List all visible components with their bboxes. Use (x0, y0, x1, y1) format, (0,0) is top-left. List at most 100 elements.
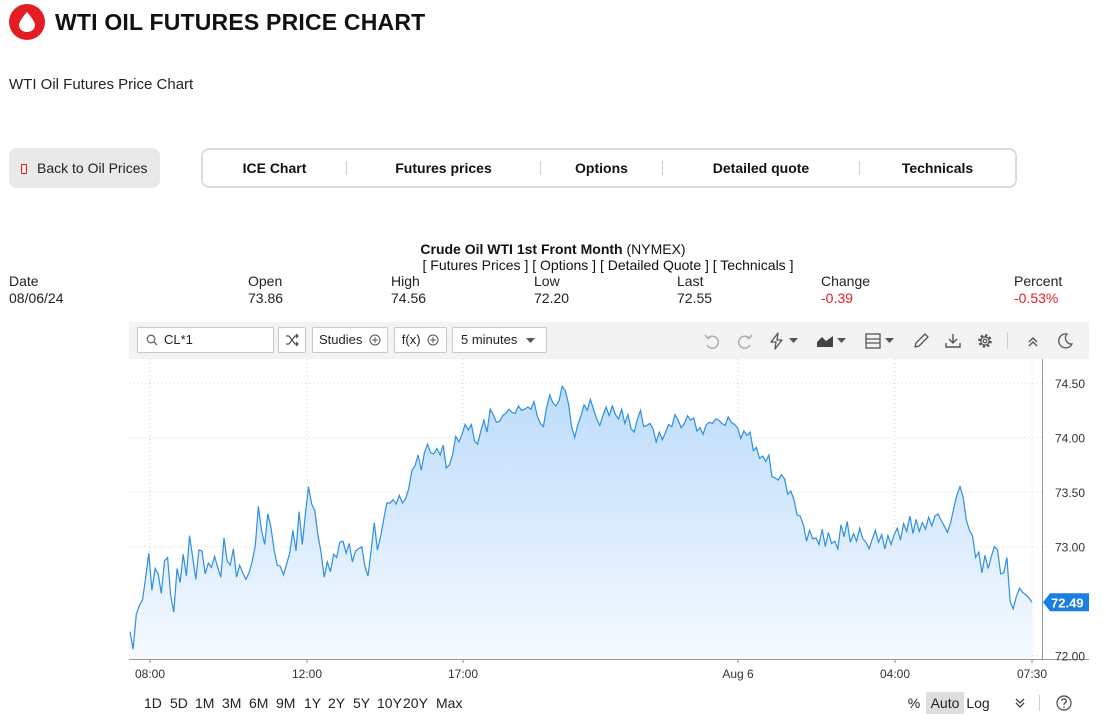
link-technicals[interactable]: [ Technicals ] (712, 257, 794, 273)
tab-divider (540, 161, 541, 175)
x-tick-label: 04:00 (880, 667, 910, 681)
pencil-icon[interactable] (911, 331, 931, 351)
link-futures-prices[interactable]: [ Futures Prices ] (422, 257, 529, 273)
quote-open-label: Open (248, 273, 283, 289)
link-options[interactable]: [ Options ] (532, 257, 597, 273)
quote-date-value: 08/06/24 (9, 290, 64, 306)
function-button[interactable]: f(x) (394, 327, 447, 353)
range-1y-button[interactable]: 1Y (304, 695, 322, 711)
range-5d-button[interactable]: 5D (170, 695, 188, 711)
search-icon (146, 334, 158, 346)
y-tick-label: 74.50 (1055, 377, 1085, 391)
tab-options[interactable]: Options (575, 160, 628, 176)
interval-select[interactable]: 5 minutes (452, 327, 547, 353)
x-tick-label: 08:00 (135, 667, 165, 681)
quote-percent: Percent -0.53% (1014, 273, 1062, 306)
area-chart-icon[interactable] (815, 331, 835, 351)
price-chart[interactable]: 74.50 74.00 73.50 73.00 72.00 08:00 12:00 17:00… (129, 359, 1089, 690)
range-divider (1039, 695, 1040, 711)
log-scale-toggle[interactable]: Log (966, 695, 990, 711)
shuffle-icon (286, 333, 299, 347)
range-3y-button[interactable]: 5Y (353, 695, 371, 711)
plus-circle-icon (427, 334, 439, 346)
chart-toolbar: CL*1 Studies f(x) 5 minutes (129, 322, 1089, 359)
studies-button[interactable]: Studies (312, 327, 388, 353)
range-20y-button[interactable]: Max (436, 695, 463, 711)
function-label: f(x) (401, 332, 421, 347)
quote-change-value: -0.39 (821, 290, 853, 306)
compare-button[interactable] (278, 327, 306, 353)
range-5y-button[interactable]: 10Y (377, 695, 402, 711)
range-3m-button[interactable]: 3M (222, 695, 242, 711)
toolbar-divider (1007, 332, 1008, 349)
quote-low-value: 72.20 (534, 290, 570, 306)
quote-high: High 74.56 (391, 273, 426, 306)
download-icon[interactable] (943, 331, 963, 351)
price-area (130, 386, 1032, 659)
instrument-exchange: (NYMEX) (626, 241, 686, 257)
quote-high-value: 74.56 (391, 290, 427, 306)
y-tick-label: 74.00 (1055, 432, 1085, 446)
instrument-links: [ Futures Prices ] [ Options ] [ Detaile… (0, 257, 1106, 273)
redo-icon[interactable] (735, 331, 755, 351)
chevron-down-icon (526, 338, 535, 343)
symbol-search-value: CL*1 (164, 332, 193, 347)
plus-circle-icon (369, 334, 381, 346)
link-detailed-quote[interactable]: [ Detailed Quote ] (599, 257, 709, 273)
chevron-down-icon[interactable] (837, 338, 846, 344)
x-tick-label: 12:00 (292, 667, 322, 681)
oil-drop-icon (19, 12, 35, 32)
range-6m-button[interactable]: 6M (249, 695, 269, 711)
help-icon[interactable] (1056, 695, 1072, 711)
quote-percent-label: Percent (1014, 273, 1063, 289)
quote-open-value: 73.86 (248, 290, 284, 306)
range-1d-button[interactable]: 1D (144, 695, 162, 711)
quote-last-label: Last (677, 273, 704, 289)
interval-label: 5 minutes (461, 332, 518, 347)
y-tick-label: 72.00 (1055, 650, 1085, 664)
quote-percent-value: -0.53% (1014, 290, 1059, 306)
chevron-down-icon[interactable] (885, 338, 894, 344)
range-9m-button[interactable]: 9M (276, 695, 296, 711)
tab-ice-chart[interactable]: ICE Chart (242, 160, 307, 176)
price-line (129, 384, 1033, 650)
tab-technicals[interactable]: Technicals (901, 160, 974, 176)
undo-icon[interactable] (702, 331, 722, 351)
instrument-heading: Crude Oil WTI 1st Front Month (NYMEX) (0, 241, 1106, 257)
tab-divider (346, 161, 347, 175)
page-title: WTI OIL FUTURES PRICE CHART (55, 9, 426, 35)
tab-divider (859, 161, 860, 175)
x-tick-label: 17:00 (448, 667, 478, 681)
quote-open: Open 73.86 (248, 273, 283, 306)
lightning-icon[interactable] (767, 331, 787, 351)
collapse-icon[interactable] (1023, 331, 1043, 351)
expand-down-icon[interactable] (1014, 697, 1026, 709)
quote-date-label: Date (9, 273, 39, 289)
tab-detailed-quote[interactable]: Detailed quote (712, 160, 810, 176)
chevron-down-icon[interactable] (789, 338, 798, 344)
layout-icon[interactable] (863, 331, 883, 351)
tab-futures-prices[interactable]: Futures prices (395, 160, 492, 176)
symbol-search-input[interactable]: CL*1 (137, 327, 274, 353)
moon-icon[interactable] (1055, 331, 1075, 351)
auto-scale-toggle[interactable]: Auto (926, 692, 964, 714)
x-tick-label: 07:30 (1017, 667, 1047, 681)
y-tick-label: 73.50 (1055, 486, 1085, 500)
back-icon (21, 164, 27, 174)
gear-icon[interactable] (975, 331, 995, 351)
quote-change: Change -0.39 (821, 273, 870, 306)
range-selector: 1D 5D 1M 3M 6M 9M 1Y 2Y 5Y 10Y 20Y Max %… (129, 692, 1089, 716)
brand-logo (9, 4, 45, 40)
range-10y-button[interactable]: 20Y (403, 695, 428, 711)
instrument-name: Crude Oil WTI 1st Front Month (420, 241, 623, 257)
quote-high-label: High (391, 273, 420, 289)
range-2y-button[interactable]: 2Y (328, 695, 346, 711)
last-price-label: 72.49 (1051, 595, 1084, 610)
range-1m-button[interactable]: 1M (195, 695, 215, 711)
tab-divider (662, 161, 663, 175)
back-to-oil-prices-button[interactable]: Back to Oil Prices (9, 148, 160, 188)
quote-last: Last 72.55 (677, 273, 712, 306)
quote-low: Low 72.20 (534, 273, 569, 306)
percent-scale-toggle[interactable]: % (907, 695, 921, 711)
studies-label: Studies (319, 332, 363, 347)
